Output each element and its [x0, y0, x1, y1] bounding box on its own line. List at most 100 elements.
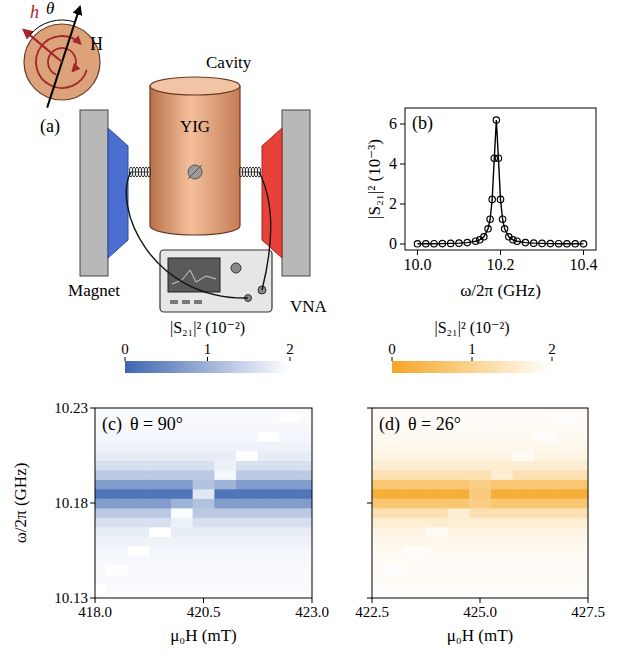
- heat-cell: [556, 593, 578, 598]
- heat-cell: [258, 408, 280, 413]
- heat-cell: [404, 584, 426, 594]
- heat-cell: [95, 460, 106, 470]
- heat-cell: [426, 517, 448, 527]
- rf-field-label: h: [30, 2, 39, 22]
- y-tick-label: 10.23: [54, 400, 88, 416]
- heat-cell: [577, 498, 588, 508]
- heat-cell: [556, 432, 578, 442]
- heat-cell: [149, 593, 171, 598]
- heat-cell: [534, 517, 556, 527]
- heat-cell: [279, 413, 301, 423]
- x-tick: [500, 250, 501, 255]
- heat-cell: [95, 527, 106, 537]
- heat-cell: [279, 498, 301, 508]
- heat-cell: [301, 593, 312, 598]
- heat-cell: [193, 498, 215, 508]
- heat-cell: [301, 565, 312, 575]
- heat-cell: [577, 584, 588, 594]
- heat-cell: [236, 441, 258, 451]
- panel-label: (b): [412, 113, 433, 134]
- heat-cell: [236, 584, 258, 594]
- heat-cell: [383, 517, 405, 527]
- heat-cell: [383, 489, 405, 499]
- heat-cell: [128, 584, 150, 594]
- heat-cell: [301, 441, 312, 451]
- heat-cell: [577, 555, 588, 565]
- x-tick-label: 10.4: [570, 256, 598, 273]
- heat-cell: [95, 408, 106, 413]
- x-axis-title: μ₀H (mT): [447, 626, 514, 645]
- heat-cell: [193, 451, 215, 461]
- heat-cell: [106, 470, 128, 480]
- heat-cell: [128, 536, 150, 546]
- heat-cell: [383, 565, 405, 575]
- heat-cell: [193, 470, 215, 480]
- heat-cell: [469, 508, 491, 518]
- heat-cell: [469, 460, 491, 470]
- heat-cell: [404, 546, 426, 556]
- heat-cell: [301, 517, 312, 527]
- plot-area: [95, 408, 312, 598]
- heat-cell: [95, 451, 106, 461]
- heat-cell: [534, 413, 556, 423]
- x-tick: [203, 598, 204, 603]
- x-tick-label: 427.5: [571, 604, 605, 620]
- heat-cell: [512, 451, 534, 461]
- colorbar: [392, 361, 552, 373]
- heat-cell: [404, 527, 426, 537]
- heat-cell: [301, 498, 312, 508]
- heat-cell: [577, 451, 588, 461]
- heat-cell: [106, 546, 128, 556]
- magnet-yoke: [282, 110, 310, 276]
- heat-cell: [426, 555, 448, 565]
- sample-disk: [24, 24, 100, 100]
- heat-cell: [372, 584, 383, 594]
- heat-cell: [426, 408, 448, 413]
- colorbar-tick-label: 1: [468, 341, 476, 357]
- heat-cell: [301, 422, 312, 432]
- heat-cell: [404, 574, 426, 584]
- heat-cell: [469, 527, 491, 537]
- heat-cell: [426, 441, 448, 451]
- heat-cell: [448, 555, 470, 565]
- x-axis-title: μ₀H (mT): [170, 626, 237, 645]
- data-point: [423, 241, 429, 247]
- y-tick: [367, 503, 372, 504]
- heat-cell: [383, 408, 405, 413]
- x-tick: [95, 598, 96, 603]
- heat-cell: [469, 413, 491, 423]
- heat-cell: [556, 546, 578, 556]
- heat-cell: [128, 546, 150, 556]
- plot-frame: [372, 408, 588, 598]
- heat-cell: [383, 584, 405, 594]
- heat-cell: [372, 517, 383, 527]
- vna-screen: [168, 258, 220, 292]
- heat-cell: [171, 508, 193, 518]
- heat-cell: [95, 498, 106, 508]
- data-point: [547, 240, 553, 246]
- heat-cell: [577, 517, 588, 527]
- data-point: [495, 155, 501, 161]
- plot-area: [372, 408, 588, 598]
- x-tick-label: 422.5: [355, 604, 389, 620]
- heat-cell: [556, 584, 578, 594]
- heat-cell: [383, 470, 405, 480]
- heat-cell: [383, 460, 405, 470]
- colorbar-tick-label: 1: [204, 341, 212, 357]
- heat-cell: [512, 432, 534, 442]
- heat-cell: [534, 508, 556, 518]
- heat-cell: [448, 479, 470, 489]
- heat-cell: [236, 555, 258, 565]
- plot-frame: [405, 108, 596, 250]
- heat-cell: [214, 451, 236, 461]
- heat-cell: [512, 574, 534, 584]
- heat-cell: [214, 432, 236, 442]
- heat-cell: [577, 441, 588, 451]
- heat-cell: [426, 527, 448, 537]
- heat-cell: [404, 451, 426, 461]
- y-tick: [400, 244, 405, 245]
- heat-cell: [214, 422, 236, 432]
- yig-label: YIG: [180, 117, 210, 136]
- heat-cell: [279, 489, 301, 499]
- heat-cell: [301, 546, 312, 556]
